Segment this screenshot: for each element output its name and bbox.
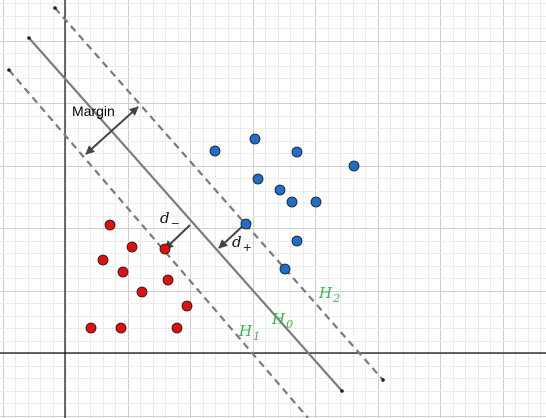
positive-support-vector <box>240 218 252 230</box>
hyperplane-h0 <box>28 37 343 392</box>
positive-point <box>291 146 303 158</box>
negative-point <box>181 300 193 312</box>
h2-sub: 2 <box>332 292 340 305</box>
negative-point <box>126 241 138 253</box>
d-minus-base: d <box>160 209 170 227</box>
negative-point <box>85 322 97 334</box>
margin-double-arrow-icon <box>85 106 139 155</box>
negative-point <box>115 322 127 334</box>
h1-label: H1 <box>238 322 260 343</box>
margin-line-h2 <box>54 7 384 381</box>
negative-point <box>171 322 183 334</box>
h0-end-point <box>340 389 344 393</box>
h1-sub: 1 <box>253 330 260 343</box>
d-minus-label: d− <box>160 209 180 230</box>
positive-point <box>279 263 291 275</box>
h0-label: H0 <box>271 310 293 331</box>
h2-start-point <box>53 6 57 10</box>
negative-point <box>136 286 148 298</box>
negative-point <box>104 219 116 231</box>
h1-start-point <box>7 68 11 72</box>
h0-start-point <box>27 36 31 40</box>
d-plus-label: d+ <box>232 233 252 254</box>
d-plus-sub: + <box>243 241 252 254</box>
margin-line-h1 <box>8 69 309 418</box>
h2-label: H2 <box>318 284 340 305</box>
d-minus-arrow-icon <box>164 224 191 250</box>
h0-sub: 0 <box>286 318 293 331</box>
negative-class-points <box>85 219 193 334</box>
positive-point <box>286 196 298 208</box>
d-plus-base: d <box>232 233 242 251</box>
h2-base: H <box>318 284 333 302</box>
h2-end-point <box>381 378 385 382</box>
margin-label: Margin <box>72 103 115 119</box>
positive-point <box>348 160 360 172</box>
h0-base: H <box>271 310 286 328</box>
positive-point <box>209 145 221 157</box>
positive-point <box>274 184 286 196</box>
negative-point <box>117 266 129 278</box>
h1-base: H <box>238 322 253 340</box>
positive-point <box>249 133 261 145</box>
d-minus-sub: − <box>171 217 180 230</box>
positive-point <box>310 196 322 208</box>
d-plus-arrow-icon <box>218 222 247 249</box>
positive-point <box>291 235 303 247</box>
negative-point <box>97 254 109 266</box>
positive-point <box>252 173 264 185</box>
negative-point <box>162 274 174 286</box>
positive-class-points <box>209 133 360 275</box>
negative-support-vector <box>159 243 171 255</box>
